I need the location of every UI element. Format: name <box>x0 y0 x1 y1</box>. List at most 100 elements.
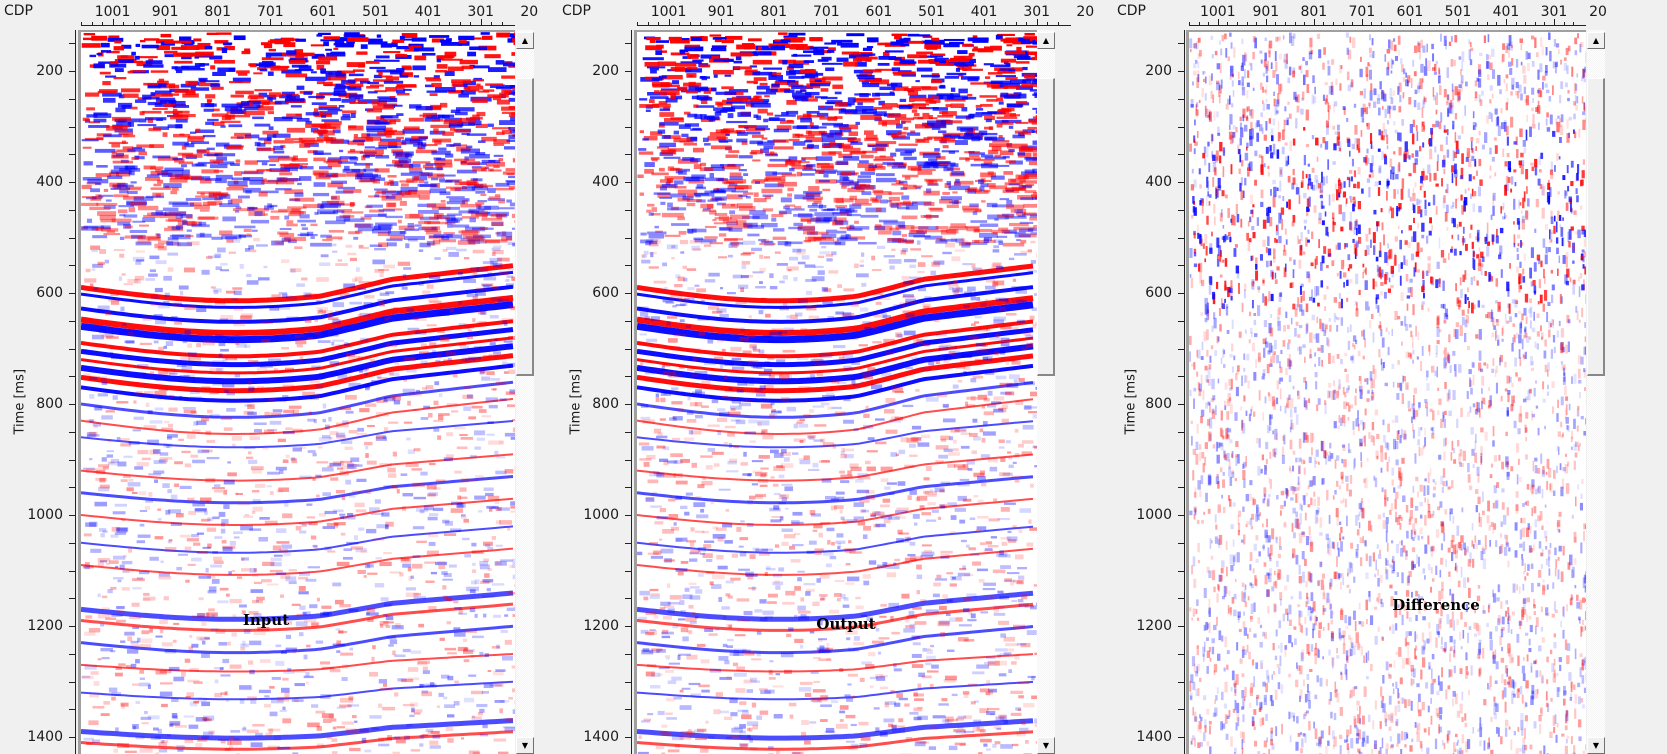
x-tick-label: 701 <box>256 4 284 20</box>
y-tick <box>1178 209 1184 211</box>
cdp-ruler: 1001 901 801 701 601 501 401 301 20 <box>81 0 538 30</box>
x-tick-label: 901 <box>1252 4 1280 20</box>
y-tick <box>625 154 631 156</box>
seismic-plot-difference[interactable] <box>1186 30 1586 754</box>
y-tick <box>625 681 631 683</box>
x-tick <box>1047 22 1049 25</box>
y-tick <box>69 376 75 378</box>
x-tick <box>270 19 272 25</box>
y-tick <box>1178 570 1184 572</box>
y-tick <box>69 653 75 655</box>
x-tick <box>1352 22 1354 25</box>
y-tick <box>69 320 75 322</box>
vertical-scrollbar[interactable]: ▲ ▼ <box>1587 30 1605 754</box>
x-tick-label: 901 <box>707 4 735 20</box>
x-tick <box>165 19 167 25</box>
axis-spine <box>631 30 632 754</box>
y-tick <box>69 709 75 711</box>
x-tick <box>1448 22 1450 25</box>
x-tick <box>196 22 198 25</box>
x-tick <box>931 19 933 25</box>
y-tick <box>625 43 631 45</box>
x-tick <box>312 22 314 25</box>
x-tick <box>386 22 388 25</box>
time-axis: 200 400 600 800 1000 1200 1400 <box>583 30 635 754</box>
y-axis-title: Time [ms] <box>12 368 28 435</box>
x-tick <box>1333 22 1335 25</box>
y-tick <box>69 404 75 405</box>
y-tick <box>69 626 75 627</box>
seismic-plot-input[interactable] <box>78 30 515 754</box>
y-tick-label: 600 <box>36 285 63 301</box>
x-tick <box>1563 22 1565 25</box>
y-tick <box>1178 542 1184 544</box>
x-tick <box>1477 22 1479 25</box>
x-tick <box>689 22 691 25</box>
x-tick <box>1505 19 1507 25</box>
scroll-thumb[interactable] <box>516 78 534 376</box>
y-tick <box>1178 598 1184 600</box>
y-tick-label: 1400 <box>583 729 619 745</box>
x-tick <box>154 22 156 25</box>
x-tick <box>301 22 303 25</box>
y-tick-label: 1000 <box>583 507 619 523</box>
y-tick-label: 200 <box>1145 63 1172 79</box>
y-tick-label: 400 <box>592 174 619 190</box>
x-tick <box>984 19 986 25</box>
vertical-scrollbar[interactable]: ▲ ▼ <box>516 30 534 754</box>
x-tick-label: 401 <box>1492 4 1520 20</box>
scroll-down-button[interactable]: ▼ <box>516 737 534 754</box>
y-tick <box>625 459 631 461</box>
x-tick <box>1486 22 1488 25</box>
plot-title: Input <box>242 611 290 629</box>
scroll-down-button[interactable]: ▼ <box>1587 737 1605 754</box>
x-tick <box>868 22 870 25</box>
x-tick <box>396 22 398 25</box>
y-tick <box>625 570 631 572</box>
x-tick <box>1237 22 1239 25</box>
scroll-up-button[interactable]: ▲ <box>1037 32 1055 49</box>
time-axis: 200 400 600 800 1000 1200 1400 <box>27 30 79 754</box>
x-tick-label: 1001 <box>650 4 687 20</box>
y-tick <box>625 237 631 239</box>
x-tick <box>1438 22 1440 25</box>
y-tick <box>69 126 75 128</box>
scroll-thumb[interactable] <box>1037 78 1055 376</box>
x-tick-label: 701 <box>1348 4 1376 20</box>
x-tick <box>417 22 419 25</box>
x-tick-label: 601 <box>865 4 893 20</box>
y-tick <box>625 71 631 72</box>
y-tick <box>1178 237 1184 239</box>
y-tick <box>1178 459 1184 461</box>
x-tick-label: 801 <box>204 4 232 20</box>
vertical-scrollbar[interactable]: ▲ ▼ <box>1037 30 1055 754</box>
y-tick <box>1178 737 1184 738</box>
x-tick <box>449 22 451 25</box>
x-tick-label: 801 <box>1300 4 1328 20</box>
seismic-plot-output[interactable] <box>634 30 1037 754</box>
x-tick-label: 20 <box>1589 4 1607 20</box>
y-tick <box>69 431 75 433</box>
ruler-line <box>81 25 515 26</box>
y-tick <box>625 709 631 711</box>
y-tick-label: 200 <box>592 63 619 79</box>
x-tick <box>480 19 482 25</box>
y-tick <box>625 431 631 433</box>
x-tick <box>343 22 345 25</box>
x-tick <box>805 22 807 25</box>
seismic-image <box>637 32 1037 754</box>
y-tick-label: 1200 <box>583 618 619 634</box>
x-tick <box>459 22 461 25</box>
y-tick <box>625 98 631 100</box>
scroll-up-button[interactable]: ▲ <box>516 32 534 49</box>
x-tick <box>365 22 366 25</box>
y-tick <box>625 542 631 544</box>
x-tick <box>1553 19 1555 25</box>
axis-spine <box>1184 30 1185 754</box>
y-tick <box>1178 626 1184 627</box>
scroll-down-button[interactable]: ▼ <box>1037 737 1055 754</box>
scroll-up-button[interactable]: ▲ <box>1587 32 1605 49</box>
scroll-thumb[interactable] <box>1587 78 1605 376</box>
y-tick <box>625 126 631 128</box>
seismic-image <box>1189 32 1586 754</box>
